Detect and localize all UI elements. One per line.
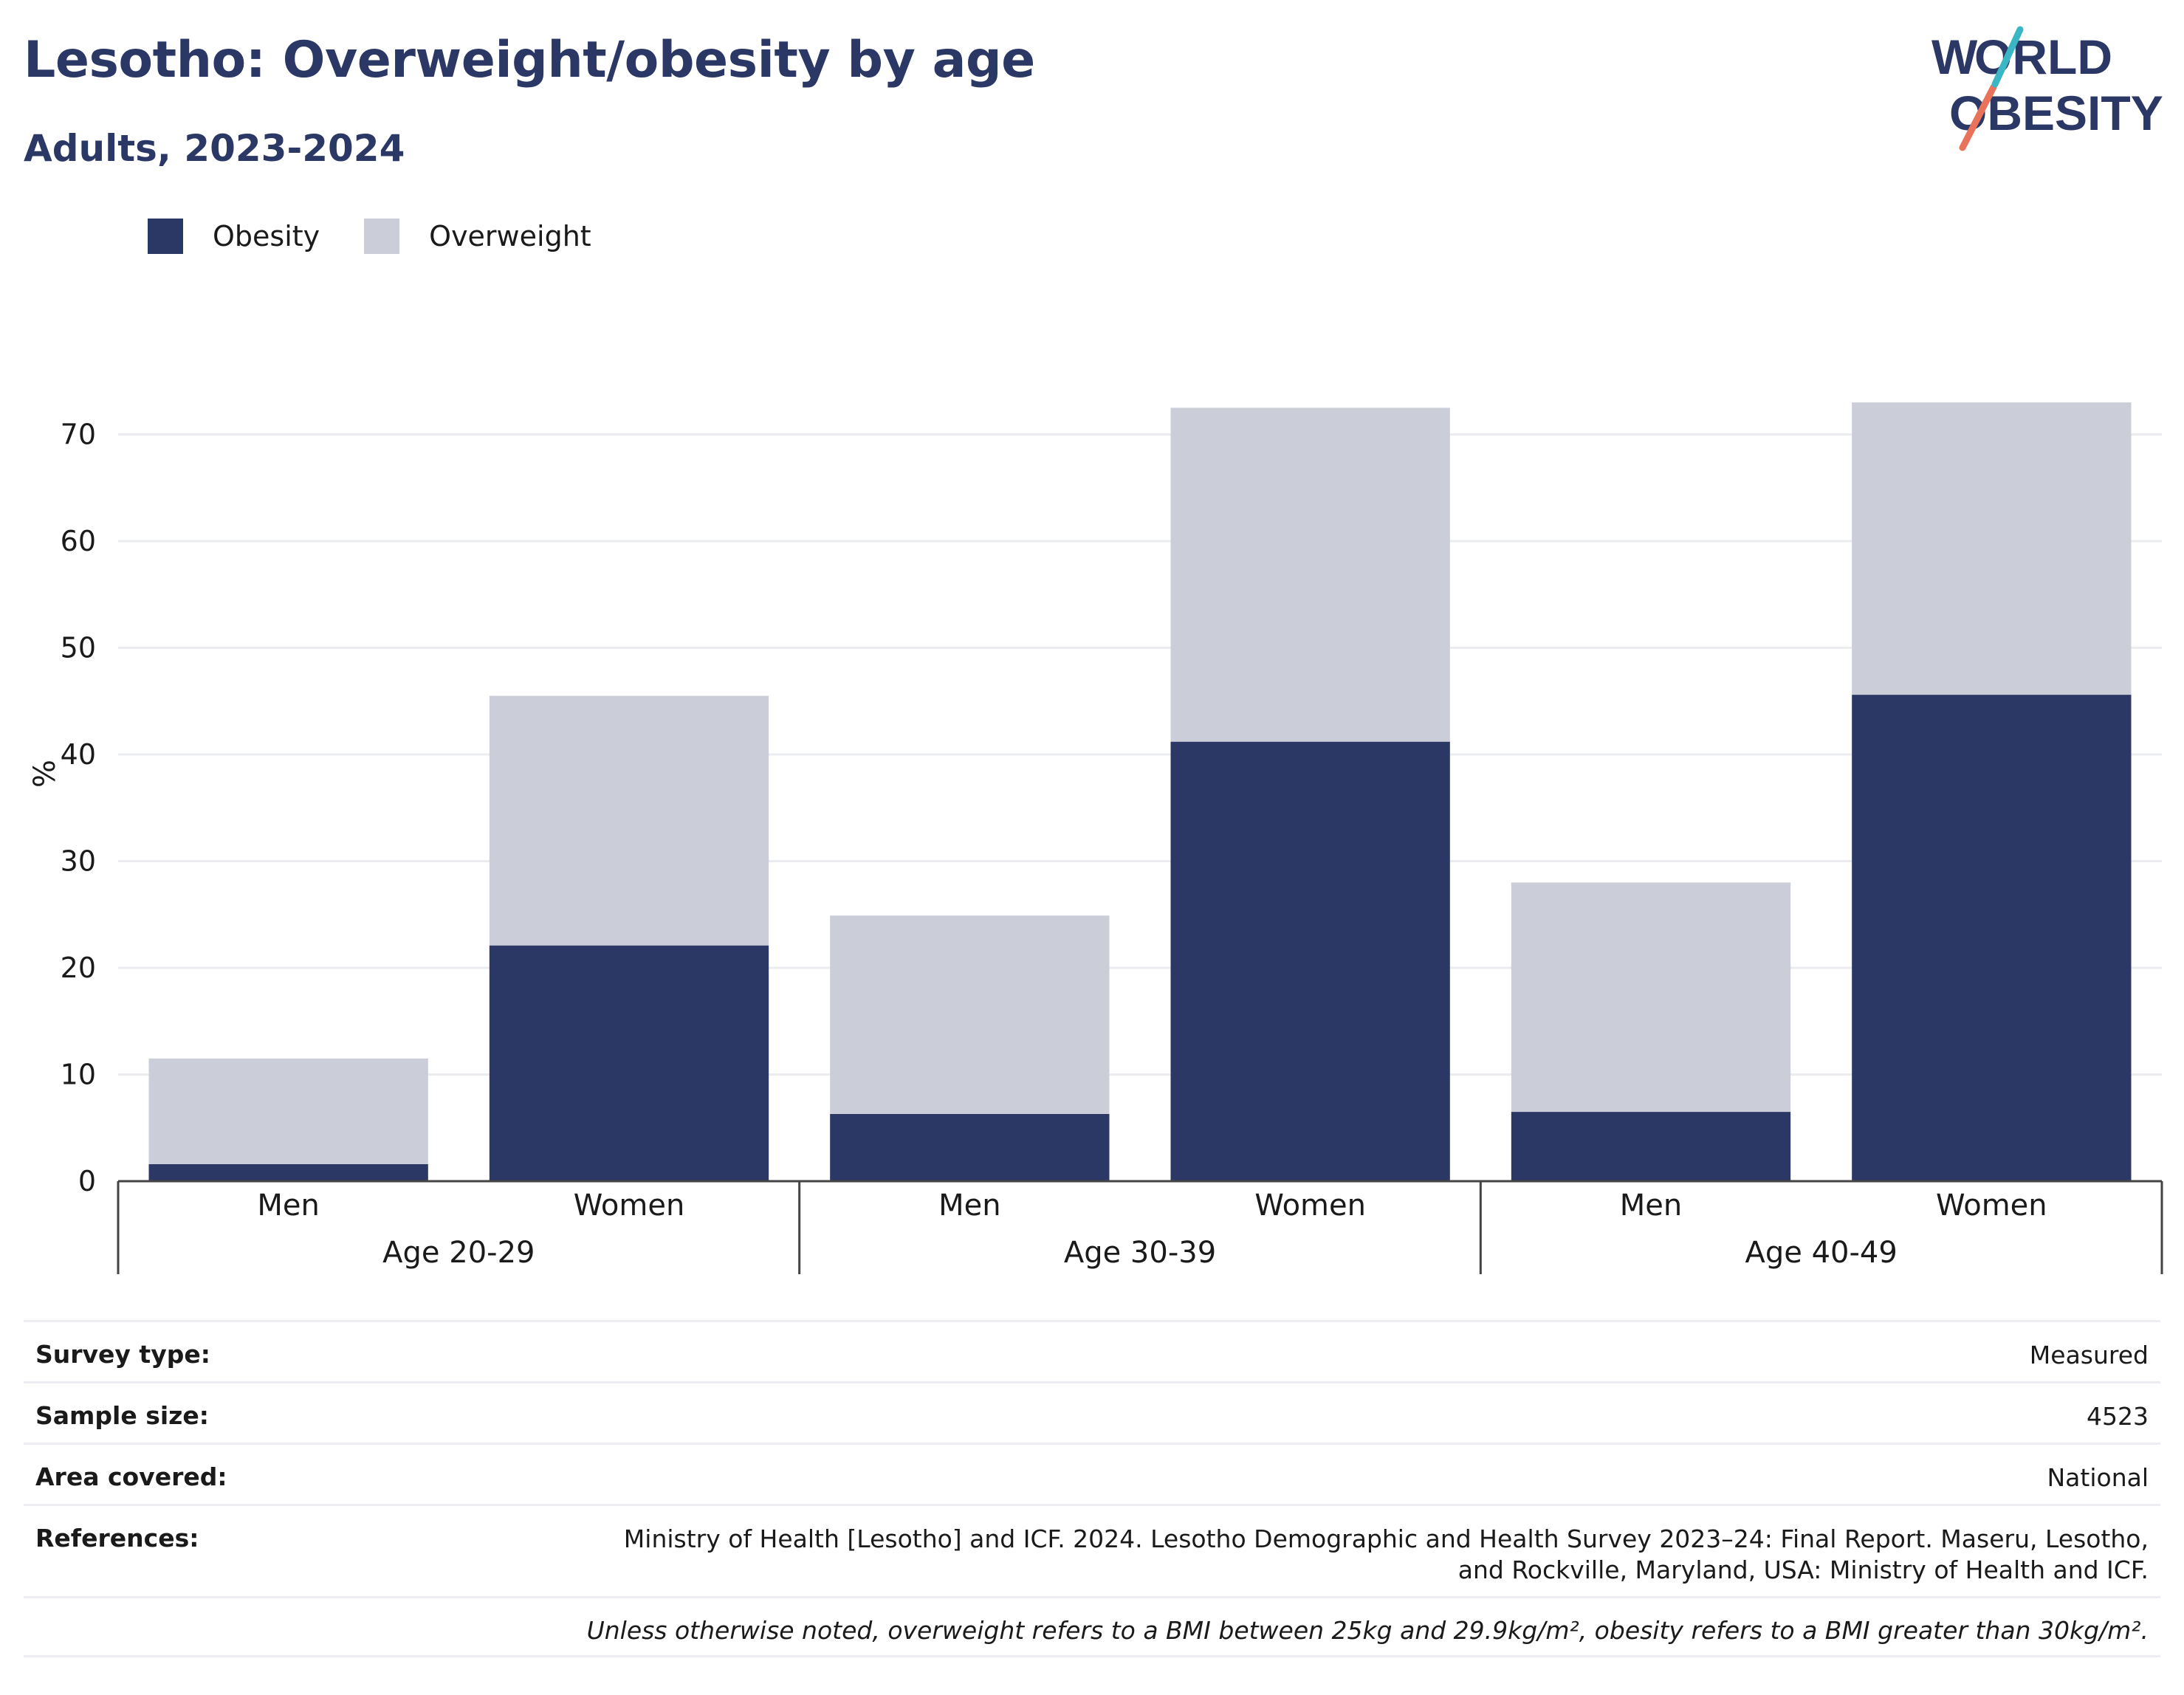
bar-segment-overweight-5	[1852, 402, 2132, 695]
chart-title: Lesotho: Overweight/obesity by age	[24, 31, 1035, 89]
chart-subtitle: Adults, 2023-2024	[24, 127, 405, 170]
area-covered-label: Area covered:	[35, 1462, 227, 1491]
definition-note: Unless otherwise noted, overweight refer…	[586, 1616, 2149, 1645]
survey-type-value: Measured	[2029, 1341, 2149, 1369]
y-tick-label: 20	[61, 952, 96, 984]
legend-item-overweight[interactable]: Overweight	[364, 219, 591, 254]
sample-size-row: Sample size: 4523	[24, 1381, 2160, 1443]
bar-segment-overweight-4	[1511, 882, 1791, 1113]
x-category-label: Men	[1620, 1189, 1682, 1223]
svg-text:OBESITY: OBESITY	[1949, 86, 2163, 140]
references-value: Ministry of Health [Lesotho] and ICF. 20…	[623, 1524, 2149, 1584]
bar-segment-obesity-1	[489, 945, 769, 1181]
stacked-bar-chart: 0 10 20 30 40 50 60 70% Men Women Men Women Men Women…	[28, 402, 2163, 1274]
references-row: References: Ministry of Health [Lesotho]…	[24, 1504, 2160, 1596]
legend-label-obesity: Obesity	[213, 220, 320, 252]
y-tick-label: 40	[61, 738, 96, 771]
x-group-label: Age 40-49	[1745, 1236, 1898, 1270]
survey-type-row: Survey type: Measured	[24, 1320, 2160, 1381]
definition-note-row: Unless otherwise noted, overweight refer…	[24, 1596, 2160, 1657]
survey-info-table: Survey type: Measured Sample size: 4523 …	[24, 1320, 2160, 1657]
bar-segment-overweight-2	[830, 915, 1110, 1114]
y-tick-label: 70	[61, 419, 96, 451]
area-covered-row: Area covered: National	[24, 1443, 2160, 1504]
references-label: References:	[35, 1524, 199, 1553]
legend-label-overweight: Overweight	[429, 220, 591, 252]
bar-segment-obesity-5	[1852, 695, 2132, 1181]
y-axis-title: %	[28, 760, 62, 788]
x-category-label: Women	[1936, 1189, 2047, 1223]
y-tick-label: 60	[61, 525, 96, 557]
bar-segment-overweight-3	[1170, 408, 1450, 742]
svg-text:W: W	[1931, 30, 1978, 84]
bar-segment-overweight-0	[148, 1058, 428, 1164]
x-group-label: Age 30-39	[1064, 1236, 1216, 1270]
bar-segment-overweight-1	[489, 695, 769, 946]
area-covered-value: National	[2047, 1463, 2149, 1492]
legend-swatch-obesity	[148, 219, 183, 254]
legend-item-obesity[interactable]: Obesity	[148, 219, 320, 254]
y-tick-label: 30	[61, 845, 96, 878]
sample-size-label: Sample size:	[35, 1401, 209, 1430]
x-category-label: Men	[938, 1189, 1000, 1223]
x-category-label: Women	[1254, 1189, 1366, 1223]
y-tick-label: 10	[61, 1059, 96, 1091]
survey-type-label: Survey type:	[35, 1340, 210, 1369]
x-category-label: Women	[574, 1189, 685, 1223]
bar-segment-obesity-2	[830, 1113, 1110, 1181]
bar-segment-obesity-4	[1511, 1112, 1791, 1181]
chart-legend: Obesity Overweight	[148, 219, 636, 254]
world-obesity-logo: W ORLD OBESITY	[1931, 26, 2163, 151]
legend-swatch-overweight	[364, 219, 400, 254]
bar-segment-obesity-0	[148, 1163, 428, 1181]
x-group-label: Age 20-29	[382, 1236, 535, 1270]
x-category-label: Men	[257, 1189, 319, 1223]
y-tick-label: 0	[78, 1165, 96, 1197]
y-tick-label: 50	[61, 632, 96, 664]
sample-size-value: 4523	[2087, 1402, 2149, 1431]
bar-segment-obesity-3	[1170, 741, 1450, 1181]
